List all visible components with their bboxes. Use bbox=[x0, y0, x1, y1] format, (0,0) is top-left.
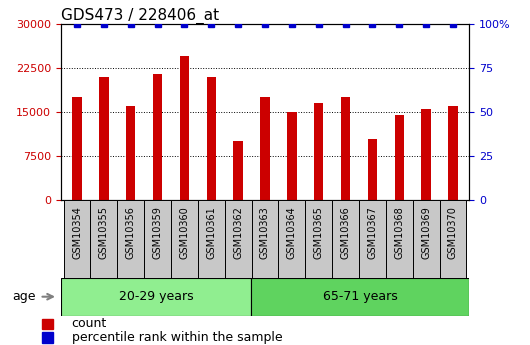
Text: GSM10370: GSM10370 bbox=[448, 206, 458, 259]
Bar bbox=[144, 200, 171, 278]
Bar bbox=[421, 109, 431, 200]
Text: GDS473 / 228406_at: GDS473 / 228406_at bbox=[61, 8, 219, 24]
Bar bbox=[260, 98, 270, 200]
Text: GSM10354: GSM10354 bbox=[72, 206, 82, 259]
Text: GSM10363: GSM10363 bbox=[260, 206, 270, 259]
Bar bbox=[386, 200, 413, 278]
Text: GSM10356: GSM10356 bbox=[126, 206, 136, 259]
Bar bbox=[198, 200, 225, 278]
Bar bbox=[305, 200, 332, 278]
Text: percentile rank within the sample: percentile rank within the sample bbox=[72, 331, 282, 344]
Text: count: count bbox=[72, 317, 107, 331]
Text: GSM10361: GSM10361 bbox=[206, 206, 216, 259]
Bar bbox=[448, 106, 457, 200]
Text: 20-29 years: 20-29 years bbox=[119, 290, 193, 303]
Bar bbox=[180, 57, 189, 200]
Text: GSM10355: GSM10355 bbox=[99, 206, 109, 259]
Bar bbox=[394, 115, 404, 200]
Bar bbox=[153, 74, 162, 200]
Bar bbox=[252, 200, 278, 278]
Text: GSM10365: GSM10365 bbox=[314, 206, 324, 259]
Text: GSM10366: GSM10366 bbox=[341, 206, 350, 259]
Bar bbox=[359, 200, 386, 278]
Text: GSM10360: GSM10360 bbox=[180, 206, 189, 259]
Bar bbox=[341, 98, 350, 200]
Text: GSM10359: GSM10359 bbox=[153, 206, 163, 259]
Bar bbox=[64, 200, 91, 278]
Bar bbox=[251, 278, 469, 316]
Text: age: age bbox=[12, 290, 36, 303]
Bar bbox=[61, 278, 251, 316]
Bar bbox=[413, 200, 439, 278]
Bar bbox=[91, 200, 117, 278]
Text: GSM10362: GSM10362 bbox=[233, 206, 243, 259]
Bar bbox=[287, 112, 297, 200]
Text: GSM10368: GSM10368 bbox=[394, 206, 404, 259]
Bar bbox=[207, 77, 216, 200]
Bar bbox=[42, 332, 54, 343]
Bar bbox=[117, 200, 144, 278]
Bar bbox=[278, 200, 305, 278]
Bar bbox=[332, 200, 359, 278]
Bar bbox=[73, 98, 82, 200]
Bar bbox=[233, 141, 243, 200]
Text: GSM10369: GSM10369 bbox=[421, 206, 431, 259]
Bar bbox=[99, 77, 109, 200]
Bar bbox=[126, 106, 136, 200]
Text: GSM10364: GSM10364 bbox=[287, 206, 297, 259]
Bar bbox=[368, 139, 377, 200]
Bar bbox=[439, 200, 466, 278]
Bar bbox=[314, 104, 323, 200]
Bar bbox=[42, 319, 54, 329]
Bar bbox=[171, 200, 198, 278]
Text: GSM10367: GSM10367 bbox=[367, 206, 377, 259]
Text: 65-71 years: 65-71 years bbox=[323, 290, 398, 303]
Bar bbox=[225, 200, 252, 278]
